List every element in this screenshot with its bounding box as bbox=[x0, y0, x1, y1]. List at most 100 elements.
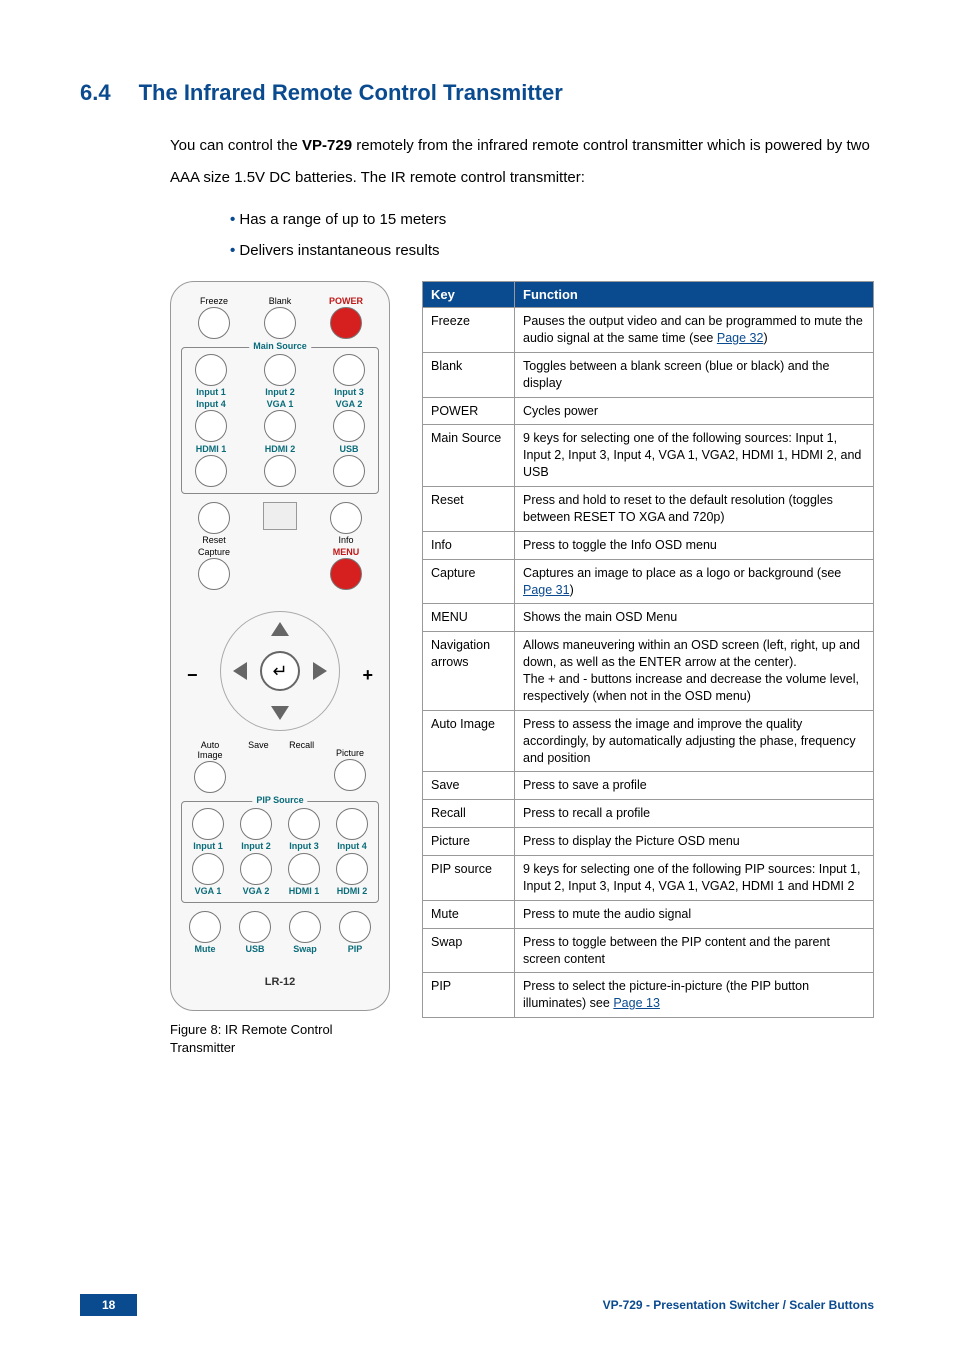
key-cell: Swap bbox=[423, 928, 515, 973]
btn-label: Input 4 bbox=[196, 399, 226, 409]
btn-label: Input 3 bbox=[334, 387, 364, 397]
key-cell: Mute bbox=[423, 900, 515, 928]
btn-label: HDMI 2 bbox=[337, 886, 368, 896]
function-cell: Pauses the output video and can be progr… bbox=[515, 308, 874, 353]
btn-label: Reset bbox=[202, 535, 226, 545]
function-cell: Press to assess the image and improve th… bbox=[515, 710, 874, 772]
table-row: BlankToggles between a blank screen (blu… bbox=[423, 352, 874, 397]
enter-icon: ↵ bbox=[260, 651, 300, 691]
btn-label: Input 1 bbox=[196, 387, 226, 397]
key-cell: PIP bbox=[423, 973, 515, 1018]
key-cell: Info bbox=[423, 531, 515, 559]
btn-label: VGA 2 bbox=[243, 886, 270, 896]
model-name: VP-729 bbox=[302, 137, 352, 154]
function-cell: Allows maneuvering within an OSD screen … bbox=[515, 632, 874, 711]
function-cell: 9 keys for selecting one of the followin… bbox=[515, 856, 874, 901]
bullet-item: Delivers instantaneous results bbox=[230, 242, 874, 259]
section-number: 6.4 bbox=[80, 80, 111, 106]
function-cell: Press to recall a profile bbox=[515, 800, 874, 828]
table-row: PicturePress to display the Picture OSD … bbox=[423, 828, 874, 856]
btn-label: Info bbox=[338, 535, 353, 545]
btn-label: POWER bbox=[329, 296, 363, 306]
key-cell: Capture bbox=[423, 559, 515, 604]
key-cell: Freeze bbox=[423, 308, 515, 353]
table-row: ResetPress and hold to reset to the defa… bbox=[423, 487, 874, 532]
table-row: MENUShows the main OSD Menu bbox=[423, 604, 874, 632]
key-cell: Recall bbox=[423, 800, 515, 828]
section-title: The Infrared Remote Control Transmitter bbox=[139, 80, 563, 106]
btn-label: PIP bbox=[348, 944, 363, 954]
table-row: POWERCycles power bbox=[423, 397, 874, 425]
btn-label: Input 2 bbox=[241, 841, 271, 851]
group-title: PIP Source bbox=[252, 795, 307, 805]
btn-label: Input 1 bbox=[193, 841, 223, 851]
key-function-table: Key Function FreezePauses the output vid… bbox=[422, 281, 874, 1018]
function-cell: Shows the main OSD Menu bbox=[515, 604, 874, 632]
btn-label: VGA 1 bbox=[195, 886, 222, 896]
table-row: MutePress to mute the audio signal bbox=[423, 900, 874, 928]
function-cell: Captures an image to place as a logo or … bbox=[515, 559, 874, 604]
table-row: PIPPress to select the picture-in-pictur… bbox=[423, 973, 874, 1018]
btn-label: Input 3 bbox=[289, 841, 319, 851]
figure-caption: Figure 8: IR Remote Control Transmitter bbox=[170, 1021, 390, 1057]
btn-label: Mute bbox=[195, 944, 216, 954]
function-cell: Press to save a profile bbox=[515, 772, 874, 800]
key-cell: POWER bbox=[423, 397, 515, 425]
table-row: InfoPress to toggle the Info OSD menu bbox=[423, 531, 874, 559]
function-cell: Press to mute the audio signal bbox=[515, 900, 874, 928]
table-row: RecallPress to recall a profile bbox=[423, 800, 874, 828]
table-row: Navigation arrowsAllows maneuvering with… bbox=[423, 632, 874, 711]
table-row: FreezePauses the output video and can be… bbox=[423, 308, 874, 353]
function-cell: Cycles power bbox=[515, 397, 874, 425]
btn-label: HDMI 1 bbox=[196, 444, 227, 454]
key-cell: Save bbox=[423, 772, 515, 800]
table-row: Main Source9 keys for selecting one of t… bbox=[423, 425, 874, 487]
btn-label: Input 4 bbox=[337, 841, 367, 851]
function-cell: Press to display the Picture OSD menu bbox=[515, 828, 874, 856]
bullet-item: Has a range of up to 15 meters bbox=[230, 211, 874, 228]
table-row: SavePress to save a profile bbox=[423, 772, 874, 800]
table-row: CaptureCaptures an image to place as a l… bbox=[423, 559, 874, 604]
remote-diagram: Freeze Blank POWER Main Source Input 1 I… bbox=[170, 281, 390, 1011]
btn-label: VGA 1 bbox=[267, 399, 294, 409]
key-cell: Navigation arrows bbox=[423, 632, 515, 711]
key-cell: Reset bbox=[423, 487, 515, 532]
key-cell: Blank bbox=[423, 352, 515, 397]
footer-text: VP-729 - Presentation Switcher / Scaler … bbox=[603, 1298, 874, 1312]
function-cell: Press to toggle between the PIP content … bbox=[515, 928, 874, 973]
table-row: SwapPress to toggle between the PIP cont… bbox=[423, 928, 874, 973]
btn-label: HDMI 1 bbox=[289, 886, 320, 896]
th-function: Function bbox=[515, 282, 874, 308]
function-cell: 9 keys for selecting one of the followin… bbox=[515, 425, 874, 487]
plus-label: + bbox=[362, 665, 373, 686]
btn-label: Blank bbox=[269, 296, 292, 306]
function-cell: Press and hold to reset to the default r… bbox=[515, 487, 874, 532]
btn-label: Capture bbox=[198, 547, 230, 557]
model-label: LR-12 bbox=[181, 976, 379, 988]
key-cell: Picture bbox=[423, 828, 515, 856]
minus-label: − bbox=[187, 665, 198, 686]
key-cell: Auto Image bbox=[423, 710, 515, 772]
btn-label: HDMI 2 bbox=[265, 444, 296, 454]
btn-label: Freeze bbox=[200, 296, 228, 306]
table-row: Auto ImagePress to assess the image and … bbox=[423, 710, 874, 772]
btn-label: VGA 2 bbox=[336, 399, 363, 409]
btn-label: Swap bbox=[293, 944, 317, 954]
key-cell: Main Source bbox=[423, 425, 515, 487]
table-row: PIP source9 keys for selecting one of th… bbox=[423, 856, 874, 901]
function-cell: Toggles between a blank screen (blue or … bbox=[515, 352, 874, 397]
function-cell: Press to toggle the Info OSD menu bbox=[515, 531, 874, 559]
th-key: Key bbox=[423, 282, 515, 308]
btn-label: MENU bbox=[333, 547, 360, 557]
btn-label: Picture bbox=[336, 748, 364, 758]
group-title: Main Source bbox=[249, 341, 311, 351]
btn-label: USB bbox=[245, 944, 264, 954]
btn-label: Input 2 bbox=[265, 387, 295, 397]
page-number: 18 bbox=[80, 1294, 137, 1316]
intro-paragraph: You can control the VP-729 remotely from… bbox=[170, 130, 874, 193]
key-cell: PIP source bbox=[423, 856, 515, 901]
bullet-list: Has a range of up to 15 meters Delivers … bbox=[230, 211, 874, 259]
function-cell: Press to select the picture-in-picture (… bbox=[515, 973, 874, 1018]
key-cell: MENU bbox=[423, 604, 515, 632]
btn-label: USB bbox=[339, 444, 358, 454]
